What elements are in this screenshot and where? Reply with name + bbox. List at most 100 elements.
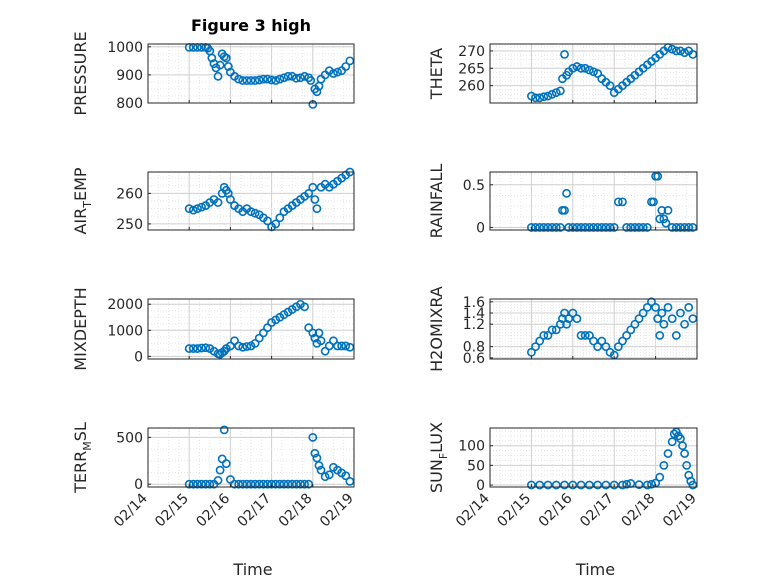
data-point [601, 223, 611, 232]
data-point [535, 480, 545, 490]
data-point [589, 67, 598, 77]
data-point [213, 198, 223, 207]
data-point [320, 346, 330, 356]
data-point [275, 74, 285, 84]
data-point [671, 46, 681, 56]
data-point [271, 219, 281, 229]
y-axis-label-rest: SL [71, 422, 90, 441]
data-point [320, 472, 330, 482]
data-point [263, 216, 272, 226]
axes-box [147, 43, 355, 104]
data-point [618, 480, 627, 490]
panel-h2omixra: 0.60.8 1.21.41.6 H2OMIXRA [427, 286, 698, 372]
y-axis-label: TERRMSL [71, 422, 94, 494]
y-tick-label: 500 [116, 430, 143, 446]
data-point [300, 479, 309, 489]
y-tick-label: 260 [458, 79, 485, 95]
data-point [300, 302, 309, 312]
data-point [680, 319, 689, 329]
data-point [296, 73, 305, 83]
data-point [576, 223, 586, 232]
data-point [584, 223, 594, 232]
data-point [551, 480, 561, 490]
data-point [551, 325, 561, 335]
y-axis-label: THETA [427, 48, 446, 100]
data-point [547, 89, 557, 99]
data-point [651, 303, 660, 312]
data-point [184, 479, 194, 489]
data-point [688, 50, 698, 59]
y-tick-label: 1.6 [463, 295, 485, 311]
series-air_temp [184, 167, 355, 232]
data-point [676, 223, 685, 232]
data-point [539, 331, 549, 340]
data-point [535, 93, 545, 103]
x-tick-label: 02/16 [193, 490, 233, 530]
data-point [234, 74, 244, 84]
y-axis-label-rest: EMP [71, 167, 90, 201]
data-point [527, 91, 536, 101]
data-point [584, 331, 594, 340]
data-point [593, 223, 603, 232]
data-point [263, 74, 272, 84]
data-point [564, 223, 574, 232]
data-point [572, 223, 582, 232]
data-point [543, 91, 553, 101]
data-point [547, 223, 557, 232]
data-point [568, 223, 578, 232]
data-point [314, 328, 324, 338]
data-point [572, 62, 582, 71]
data-point [547, 325, 557, 335]
data-point [197, 202, 206, 212]
data-point [649, 197, 658, 207]
data-point [555, 86, 565, 96]
data-point [568, 480, 578, 490]
data-point [271, 479, 281, 489]
y-axis-label: H2OMIXRA [427, 286, 446, 372]
data-point [312, 204, 322, 214]
data-point [308, 328, 318, 338]
data-point [531, 93, 540, 103]
panel-mixdepth: 0 1000 2000 MIXDEPTH [71, 287, 355, 371]
panel-air_temp: 250 260 AIRTEMP [71, 167, 355, 235]
data-point [663, 303, 673, 312]
data-point [634, 223, 644, 232]
data-point [671, 223, 681, 232]
data-point [328, 336, 338, 346]
data-point [188, 479, 198, 489]
data-point [246, 207, 256, 217]
panel-pressure: 800 900 1000 PRESSURE [71, 31, 355, 116]
data-point [225, 195, 235, 204]
data-point [580, 223, 590, 232]
y-tick-label: 250 [116, 217, 143, 233]
data-point [345, 342, 355, 352]
data-point [238, 342, 248, 352]
data-point [201, 343, 211, 353]
x-axis-label: Time [232, 560, 272, 579]
data-point [238, 76, 248, 85]
data-point [661, 218, 671, 228]
data-point [242, 342, 252, 351]
data-point [684, 223, 694, 232]
data-point [328, 69, 338, 78]
x-tick-label: 02/15 [494, 491, 534, 531]
data-point [254, 333, 264, 343]
y-axis-label-main: RAINFALL [427, 164, 446, 239]
data-point [254, 479, 264, 489]
data-point [254, 75, 264, 85]
data-point [584, 65, 594, 75]
data-point [560, 50, 569, 59]
y-axis-label-rest: LUX [427, 422, 446, 453]
data-point [589, 336, 598, 346]
data-point [188, 344, 198, 353]
data-point [333, 67, 342, 77]
data-point [238, 479, 248, 489]
x-tick-label: 02/19 [660, 491, 700, 531]
data-point [634, 314, 644, 324]
figure-title: Figure 3 high [191, 16, 311, 35]
data-point [308, 182, 318, 192]
data-point [688, 314, 698, 324]
x-axis-label: Time [575, 560, 615, 579]
